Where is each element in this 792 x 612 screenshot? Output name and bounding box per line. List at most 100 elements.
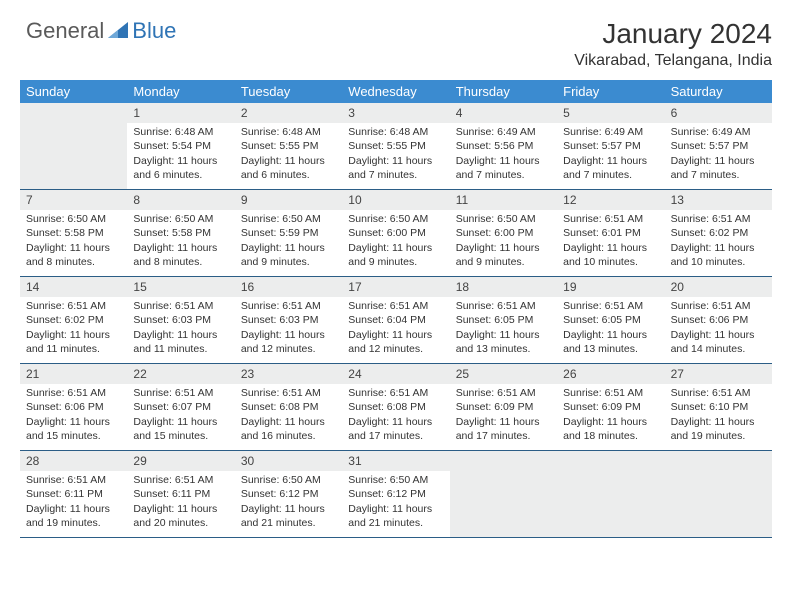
- day-details: Sunrise: 6:51 AMSunset: 6:09 PMDaylight:…: [450, 384, 557, 447]
- daylight-text: Daylight: 11 hours and 7 minutes.: [456, 154, 551, 182]
- sunset-text: Sunset: 6:05 PM: [456, 313, 551, 327]
- calendar-day: 1Sunrise: 6:48 AMSunset: 5:54 PMDaylight…: [127, 103, 234, 189]
- calendar-week: 1Sunrise: 6:48 AMSunset: 5:54 PMDaylight…: [20, 103, 772, 190]
- calendar-week: 14Sunrise: 6:51 AMSunset: 6:02 PMDayligh…: [20, 277, 772, 364]
- sunrise-text: Sunrise: 6:51 AM: [241, 386, 336, 400]
- sunset-text: Sunset: 5:58 PM: [26, 226, 121, 240]
- calendar-day: 11Sunrise: 6:50 AMSunset: 6:00 PMDayligh…: [450, 190, 557, 276]
- sunset-text: Sunset: 6:05 PM: [563, 313, 658, 327]
- day-number: 24: [342, 364, 449, 384]
- sunrise-text: Sunrise: 6:51 AM: [133, 299, 228, 313]
- day-details: Sunrise: 6:48 AMSunset: 5:55 PMDaylight:…: [342, 123, 449, 186]
- daylight-text: Daylight: 11 hours and 9 minutes.: [456, 241, 551, 269]
- sunset-text: Sunset: 6:12 PM: [241, 487, 336, 501]
- day-details: Sunrise: 6:51 AMSunset: 6:05 PMDaylight:…: [450, 297, 557, 360]
- calendar-day: 16Sunrise: 6:51 AMSunset: 6:03 PMDayligh…: [235, 277, 342, 363]
- weekday-thursday: Thursday: [450, 80, 557, 103]
- day-details: Sunrise: 6:51 AMSunset: 6:03 PMDaylight:…: [127, 297, 234, 360]
- sunrise-text: Sunrise: 6:51 AM: [26, 299, 121, 313]
- sunset-text: Sunset: 6:04 PM: [348, 313, 443, 327]
- day-number: 14: [20, 277, 127, 297]
- sunset-text: Sunset: 6:10 PM: [671, 400, 766, 414]
- day-details: Sunrise: 6:51 AMSunset: 6:10 PMDaylight:…: [665, 384, 772, 447]
- sunrise-text: Sunrise: 6:51 AM: [671, 299, 766, 313]
- daylight-text: Daylight: 11 hours and 17 minutes.: [456, 415, 551, 443]
- sunrise-text: Sunrise: 6:51 AM: [563, 212, 658, 226]
- day-number: 27: [665, 364, 772, 384]
- calendar-day: 19Sunrise: 6:51 AMSunset: 6:05 PMDayligh…: [557, 277, 664, 363]
- weekday-saturday: Saturday: [665, 80, 772, 103]
- day-details: Sunrise: 6:49 AMSunset: 5:57 PMDaylight:…: [665, 123, 772, 186]
- daylight-text: Daylight: 11 hours and 12 minutes.: [348, 328, 443, 356]
- weekday-header: Sunday Monday Tuesday Wednesday Thursday…: [20, 80, 772, 103]
- daylight-text: Daylight: 11 hours and 21 minutes.: [348, 502, 443, 530]
- daylight-text: Daylight: 11 hours and 11 minutes.: [133, 328, 228, 356]
- sunrise-text: Sunrise: 6:48 AM: [348, 125, 443, 139]
- brand-part2: Blue: [132, 18, 176, 44]
- sunset-text: Sunset: 6:02 PM: [671, 226, 766, 240]
- day-number: 5: [557, 103, 664, 123]
- day-number: 25: [450, 364, 557, 384]
- calendar-day: 3Sunrise: 6:48 AMSunset: 5:55 PMDaylight…: [342, 103, 449, 189]
- day-number: 30: [235, 451, 342, 471]
- day-details: Sunrise: 6:51 AMSunset: 6:04 PMDaylight:…: [342, 297, 449, 360]
- day-number: 12: [557, 190, 664, 210]
- sunrise-text: Sunrise: 6:51 AM: [348, 386, 443, 400]
- day-number: 15: [127, 277, 234, 297]
- sunset-text: Sunset: 6:00 PM: [348, 226, 443, 240]
- daylight-text: Daylight: 11 hours and 14 minutes.: [671, 328, 766, 356]
- calendar-day: 20Sunrise: 6:51 AMSunset: 6:06 PMDayligh…: [665, 277, 772, 363]
- sunset-text: Sunset: 6:03 PM: [133, 313, 228, 327]
- calendar-day: 8Sunrise: 6:50 AMSunset: 5:58 PMDaylight…: [127, 190, 234, 276]
- sunrise-text: Sunrise: 6:51 AM: [671, 212, 766, 226]
- day-details: Sunrise: 6:50 AMSunset: 6:12 PMDaylight:…: [342, 471, 449, 534]
- daylight-text: Daylight: 11 hours and 15 minutes.: [26, 415, 121, 443]
- day-number: 28: [20, 451, 127, 471]
- sunrise-text: Sunrise: 6:51 AM: [241, 299, 336, 313]
- daylight-text: Daylight: 11 hours and 11 minutes.: [26, 328, 121, 356]
- day-number: 4: [450, 103, 557, 123]
- daylight-text: Daylight: 11 hours and 9 minutes.: [348, 241, 443, 269]
- sunset-text: Sunset: 6:08 PM: [348, 400, 443, 414]
- calendar-day: 10Sunrise: 6:50 AMSunset: 6:00 PMDayligh…: [342, 190, 449, 276]
- sunrise-text: Sunrise: 6:50 AM: [348, 212, 443, 226]
- daylight-text: Daylight: 11 hours and 8 minutes.: [133, 241, 228, 269]
- daylight-text: Daylight: 11 hours and 19 minutes.: [671, 415, 766, 443]
- day-details: Sunrise: 6:50 AMSunset: 5:58 PMDaylight:…: [127, 210, 234, 273]
- sunrise-text: Sunrise: 6:48 AM: [133, 125, 228, 139]
- weekday-tuesday: Tuesday: [235, 80, 342, 103]
- daylight-text: Daylight: 11 hours and 18 minutes.: [563, 415, 658, 443]
- sunset-text: Sunset: 5:55 PM: [348, 139, 443, 153]
- sunset-text: Sunset: 6:11 PM: [26, 487, 121, 501]
- day-details: Sunrise: 6:51 AMSunset: 6:11 PMDaylight:…: [20, 471, 127, 534]
- sunrise-text: Sunrise: 6:51 AM: [348, 299, 443, 313]
- page-title: January 2024: [574, 18, 772, 50]
- sunset-text: Sunset: 5:56 PM: [456, 139, 551, 153]
- sunrise-text: Sunrise: 6:51 AM: [133, 473, 228, 487]
- weekday-sunday: Sunday: [20, 80, 127, 103]
- calendar-day: 2Sunrise: 6:48 AMSunset: 5:55 PMDaylight…: [235, 103, 342, 189]
- weekday-wednesday: Wednesday: [342, 80, 449, 103]
- daylight-text: Daylight: 11 hours and 6 minutes.: [133, 154, 228, 182]
- day-number: 2: [235, 103, 342, 123]
- day-details: Sunrise: 6:51 AMSunset: 6:03 PMDaylight:…: [235, 297, 342, 360]
- sunset-text: Sunset: 6:08 PM: [241, 400, 336, 414]
- sunset-text: Sunset: 5:57 PM: [563, 139, 658, 153]
- calendar-day: 29Sunrise: 6:51 AMSunset: 6:11 PMDayligh…: [127, 451, 234, 537]
- sunset-text: Sunset: 6:02 PM: [26, 313, 121, 327]
- sunset-text: Sunset: 6:12 PM: [348, 487, 443, 501]
- day-details: Sunrise: 6:51 AMSunset: 6:05 PMDaylight:…: [557, 297, 664, 360]
- calendar-day: 14 Sunrise: 6:51 AMSunset: 6:02 PMDayligh…: [20, 277, 127, 363]
- calendar-week: 21Sunrise: 6:51 AMSunset: 6:06 PMDayligh…: [20, 364, 772, 451]
- calendar-week: 7Sunrise: 6:50 AMSunset: 5:58 PMDaylight…: [20, 190, 772, 277]
- daylight-text: Daylight: 11 hours and 21 minutes.: [241, 502, 336, 530]
- sunset-text: Sunset: 5:55 PM: [241, 139, 336, 153]
- daylight-text: Daylight: 11 hours and 7 minutes.: [563, 154, 658, 182]
- sunset-text: Sunset: 6:03 PM: [241, 313, 336, 327]
- calendar-empty: [557, 451, 664, 537]
- day-details: Sunrise: 6:50 AMSunset: 5:58 PMDaylight:…: [20, 210, 127, 273]
- day-number: 3: [342, 103, 449, 123]
- sunrise-text: Sunrise: 6:50 AM: [241, 473, 336, 487]
- calendar-day: 4Sunrise: 6:49 AMSunset: 5:56 PMDaylight…: [450, 103, 557, 189]
- day-details: Sunrise: 6:48 AMSunset: 5:54 PMDaylight:…: [127, 123, 234, 186]
